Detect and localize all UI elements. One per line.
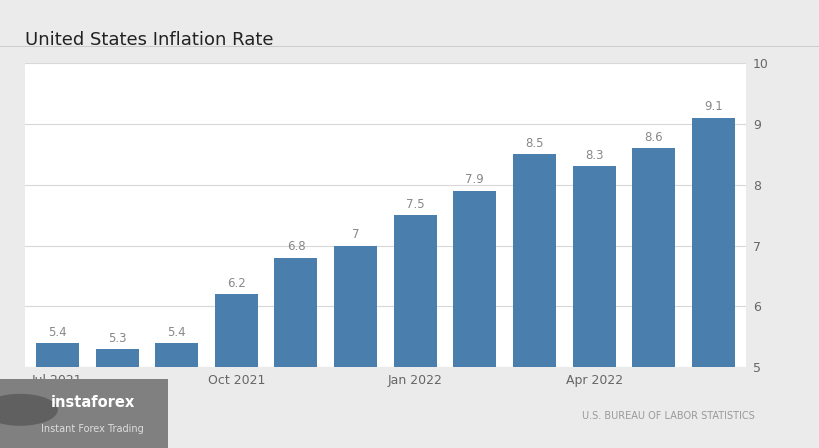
Bar [513, 154, 555, 367]
Text: 5.4: 5.4 [48, 326, 66, 339]
Bar [96, 349, 138, 367]
Text: 7: 7 [351, 228, 359, 241]
Text: 8.5: 8.5 [525, 137, 543, 150]
Bar [453, 191, 495, 367]
Bar [333, 246, 377, 367]
Text: 6.2: 6.2 [227, 277, 246, 290]
Bar [691, 117, 734, 367]
Bar [393, 215, 437, 367]
Text: 7.9: 7.9 [465, 173, 484, 186]
Text: 5.3: 5.3 [107, 332, 126, 345]
Circle shape [0, 395, 57, 425]
Text: 8.6: 8.6 [644, 131, 663, 144]
Text: United States Inflation Rate: United States Inflation Rate [25, 31, 273, 49]
Bar [155, 343, 198, 367]
Text: 9.1: 9.1 [704, 100, 722, 113]
Bar [215, 294, 257, 367]
Text: U.S. BUREAU OF LABOR STATISTICS: U.S. BUREAU OF LABOR STATISTICS [581, 411, 753, 421]
Text: 6.8: 6.8 [287, 241, 305, 254]
Bar [36, 343, 79, 367]
Text: 7.5: 7.5 [405, 198, 424, 211]
Bar [572, 166, 615, 367]
Text: 5.4: 5.4 [167, 326, 186, 339]
Text: instaforex: instaforex [50, 396, 134, 410]
Text: 8.3: 8.3 [584, 149, 603, 162]
Bar [274, 258, 317, 367]
Bar [631, 148, 674, 367]
Text: Instant Forex Trading: Instant Forex Trading [41, 423, 143, 434]
